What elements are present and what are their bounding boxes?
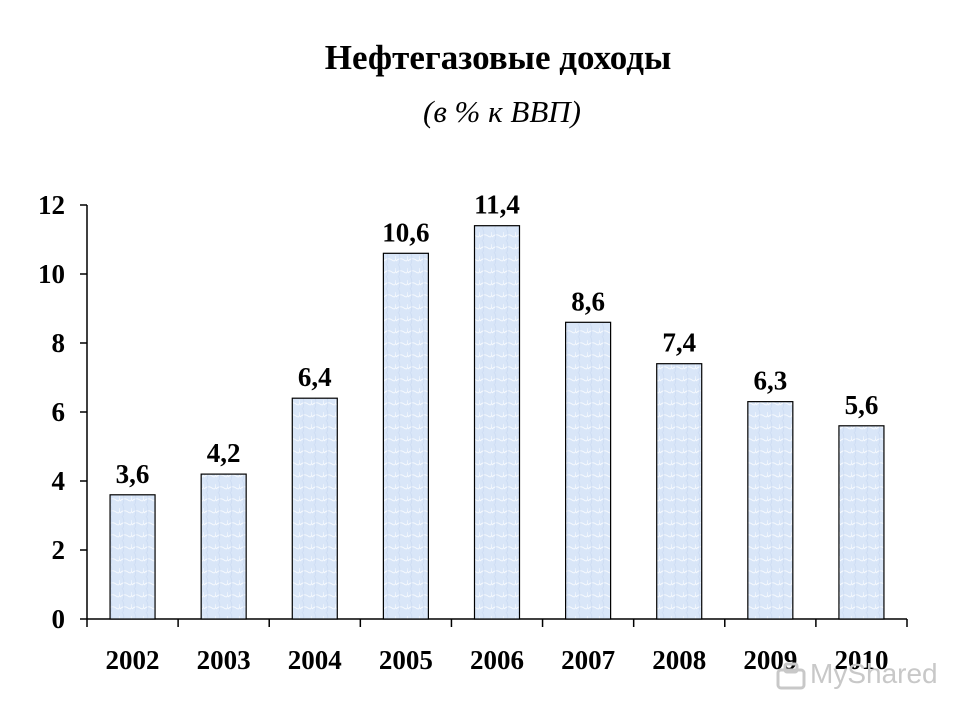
x-tick-label: 2004	[288, 645, 342, 675]
x-tick-label: 2002	[106, 645, 160, 675]
watermark-logo-icon	[776, 662, 806, 690]
bar	[747, 401, 794, 620]
value-label: 6,4	[298, 362, 332, 392]
x-tick-label: 2008	[652, 645, 706, 675]
bar	[200, 473, 247, 620]
bar	[656, 363, 703, 620]
value-label: 5,6	[845, 390, 879, 420]
y-tick-label: 0	[52, 604, 66, 634]
bar	[291, 397, 338, 620]
value-label: 7,4	[662, 328, 696, 358]
value-label: 8,6	[571, 286, 605, 316]
y-tick-label: 6	[52, 397, 66, 427]
bar	[109, 494, 156, 620]
x-tick-label: 2010	[834, 645, 888, 675]
y-tick-label: 12	[38, 190, 65, 220]
value-label: 3,6	[116, 459, 150, 489]
value-label: 6,3	[753, 366, 787, 396]
chart-title: Нефтегазовые доходы	[324, 38, 672, 77]
chart-subtitle: (в % к ВВП)	[423, 94, 581, 129]
y-tick-label: 8	[52, 328, 66, 358]
y-tick-label: 2	[52, 535, 66, 565]
y-tick-label: 10	[38, 259, 65, 289]
y-tick-label: 4	[52, 466, 66, 496]
value-label: 10,6	[382, 217, 429, 247]
watermark: MyShared	[776, 656, 938, 696]
x-tick-label: 2007	[561, 645, 615, 675]
watermark-text: MyShared	[810, 658, 938, 689]
x-tick-label: 2005	[379, 645, 433, 675]
x-tick-label: 2003	[197, 645, 251, 675]
bar	[473, 225, 521, 620]
bar	[565, 321, 612, 620]
x-tick-label: 2006	[470, 645, 524, 675]
value-label: 11,4	[474, 190, 520, 220]
bar	[838, 425, 885, 620]
bar	[382, 252, 429, 620]
value-label: 4,2	[207, 438, 241, 468]
